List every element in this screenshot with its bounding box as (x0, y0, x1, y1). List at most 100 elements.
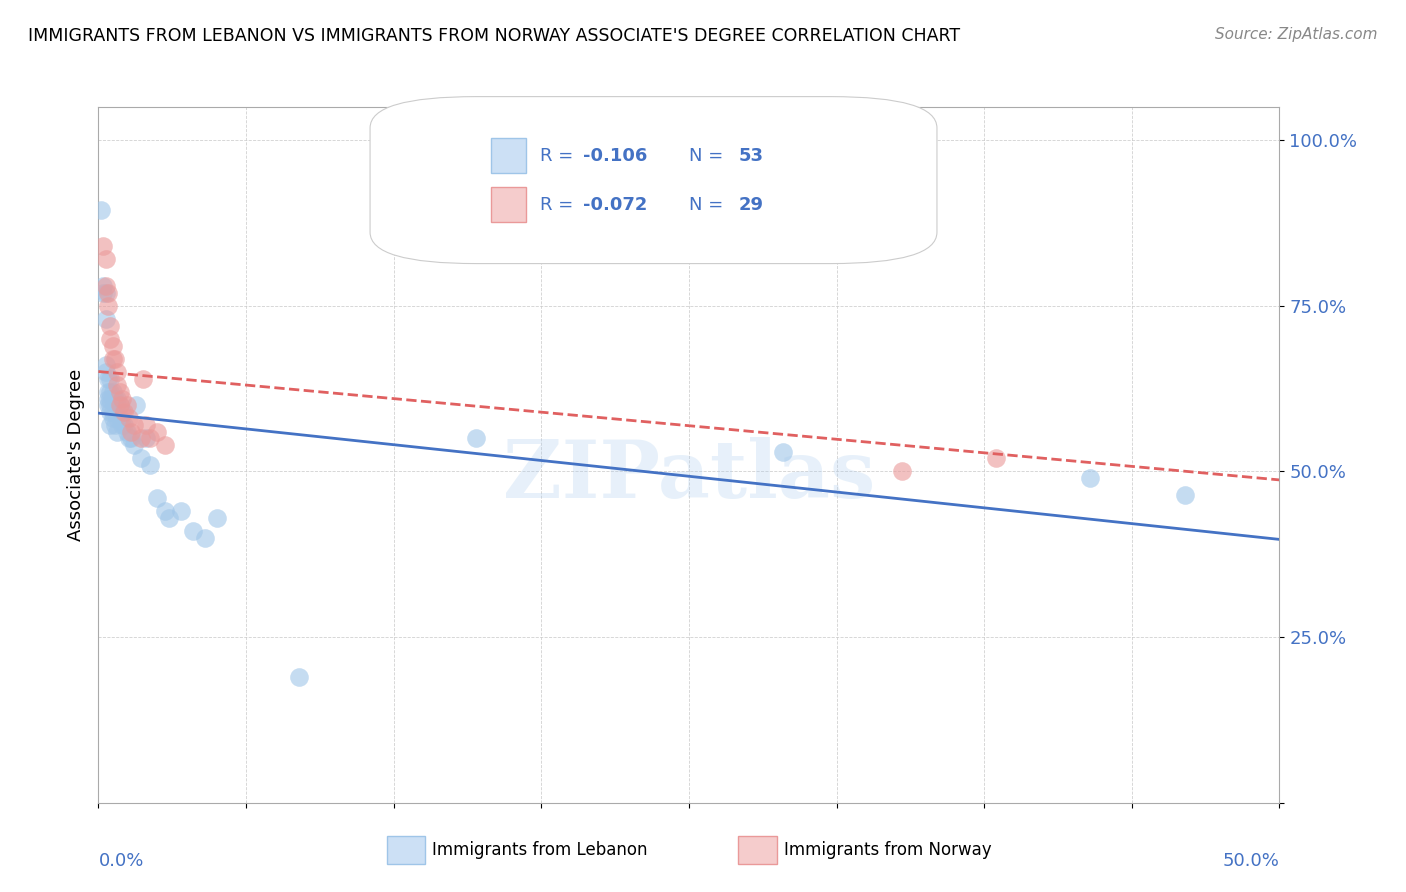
Text: R =: R = (540, 146, 579, 164)
Point (139, 458, 162, 472)
Point (205, 511, 228, 525)
Point (108, 398, 131, 412)
Bar (738, 836, 778, 863)
Point (101, 351, 124, 366)
Point (111, 392, 134, 406)
Point (101, 392, 124, 406)
Point (139, 431, 162, 445)
Point (112, 418, 135, 433)
Point (108, 398, 131, 412)
Text: 0.0%: 0.0% (98, 852, 143, 870)
Point (94, 279, 117, 293)
Point (115, 425, 138, 439)
Point (90, 202, 112, 217)
Point (984, 451, 1007, 466)
Point (97, 372, 120, 386)
Point (129, 451, 152, 466)
Point (98, 384, 121, 399)
FancyBboxPatch shape (370, 96, 936, 264)
Point (94, 285, 117, 300)
Point (157, 511, 180, 525)
Point (97, 392, 120, 406)
Point (170, 504, 193, 518)
Point (98, 392, 121, 406)
Point (94, 359, 117, 373)
Point (105, 398, 128, 412)
Point (101, 384, 124, 399)
Point (135, 418, 157, 433)
Point (118, 431, 141, 445)
Point (115, 398, 138, 412)
Point (181, 524, 204, 538)
Y-axis label: Associate's Degree: Associate's Degree (66, 368, 84, 541)
Text: Source: ZipAtlas.com: Source: ZipAtlas.com (1215, 27, 1378, 42)
Point (98, 398, 121, 412)
Point (98, 318, 121, 333)
Text: IMMIGRANTS FROM LEBANON VS IMMIGRANTS FROM NORWAY ASSOCIATE'S DEGREE CORRELATION: IMMIGRANTS FROM LEBANON VS IMMIGRANTS FR… (28, 27, 960, 45)
Point (129, 431, 152, 445)
Point (890, 465, 912, 479)
Point (132, 372, 155, 386)
Point (94, 365, 117, 379)
Text: 50.0%: 50.0% (1223, 852, 1279, 870)
Point (288, 670, 311, 684)
Point (118, 411, 141, 425)
Point (104, 418, 127, 433)
Point (146, 425, 169, 439)
Point (153, 504, 176, 518)
Point (98, 418, 121, 433)
Point (772, 444, 794, 458)
Text: N =: N = (689, 195, 728, 213)
Point (98, 405, 121, 419)
Point (146, 491, 169, 505)
Point (98, 332, 121, 346)
Point (112, 405, 135, 419)
Point (105, 425, 128, 439)
Point (104, 351, 127, 366)
Text: 29: 29 (738, 195, 763, 213)
Point (91, 239, 114, 253)
Point (97, 285, 120, 300)
Point (121, 431, 143, 445)
Point (105, 378, 128, 392)
Text: N =: N = (689, 146, 728, 164)
Point (97, 398, 120, 412)
Point (105, 411, 128, 425)
Text: 53: 53 (738, 146, 763, 164)
Text: Immigrants from Norway: Immigrants from Norway (785, 840, 991, 859)
Point (101, 338, 124, 352)
Point (153, 438, 176, 452)
Point (94, 252, 117, 267)
Point (122, 418, 145, 433)
Point (465, 431, 488, 445)
Point (122, 438, 145, 452)
Bar (491, 187, 526, 222)
Point (101, 411, 124, 425)
Text: -0.106: -0.106 (582, 146, 647, 164)
Point (91, 279, 114, 293)
Point (105, 365, 128, 379)
Point (101, 405, 124, 419)
Point (98, 372, 121, 386)
Bar (491, 138, 526, 173)
Point (111, 418, 134, 433)
Point (194, 531, 217, 545)
Point (97, 299, 120, 313)
Point (91, 285, 114, 300)
Point (125, 398, 148, 412)
Point (104, 392, 127, 406)
Text: Immigrants from Lebanon: Immigrants from Lebanon (433, 840, 648, 859)
Point (108, 411, 131, 425)
Text: R =: R = (540, 195, 579, 213)
Point (1174, 488, 1197, 502)
Point (121, 425, 143, 439)
Point (105, 392, 128, 406)
Point (1080, 471, 1102, 485)
Point (111, 405, 134, 419)
Text: ZIPatlas: ZIPatlas (503, 437, 875, 515)
Point (94, 312, 117, 326)
Point (104, 398, 127, 412)
Text: -0.072: -0.072 (582, 195, 647, 213)
Point (97, 384, 120, 399)
Bar (387, 836, 425, 863)
